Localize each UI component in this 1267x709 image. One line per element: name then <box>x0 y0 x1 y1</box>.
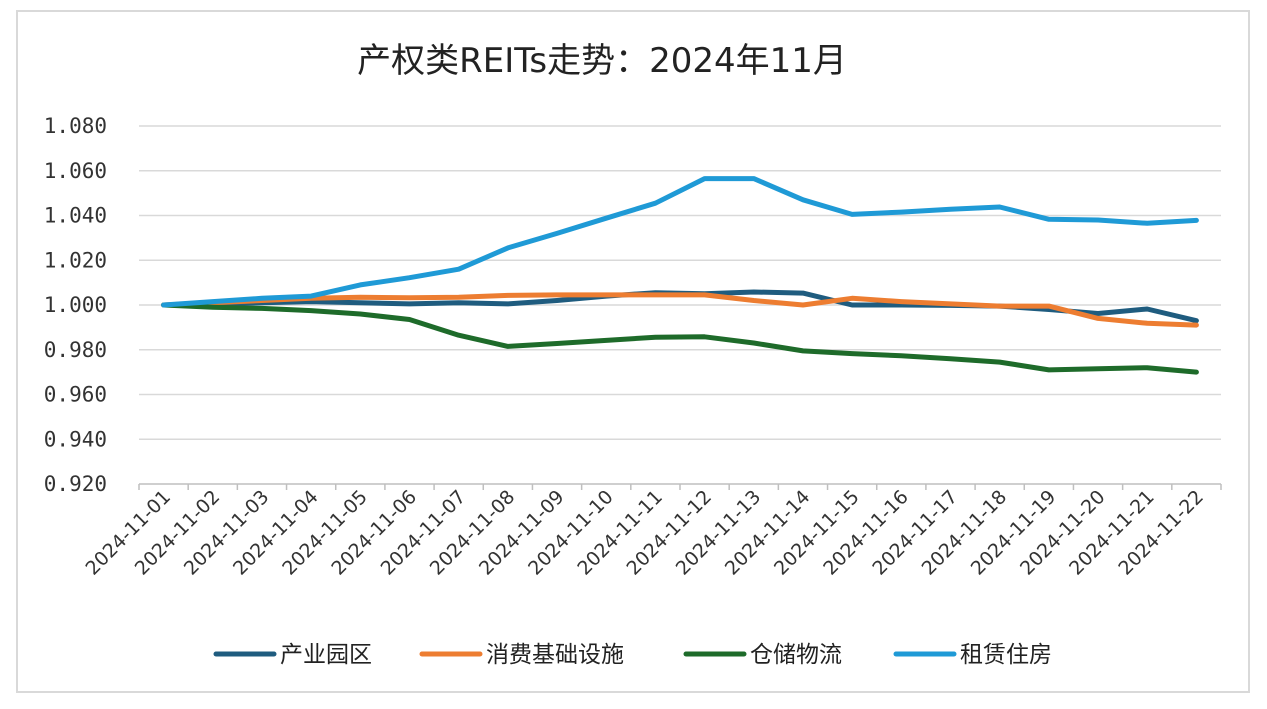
series-line <box>161 302 1199 375</box>
chart-title: 产权类REITs走势：2024年11月 <box>357 41 847 81</box>
y-tick-label: 0.920 <box>44 472 107 496</box>
legend-label: 消费基础设施 <box>486 642 624 668</box>
line-chart: 产权类REITs走势：2024年11月 1.080 1.060 1.040 1.020… <box>44 41 1222 668</box>
x-axis <box>138 483 1222 490</box>
legend-label: 租赁住房 <box>960 642 1052 668</box>
y-tick-label: 1.080 <box>44 114 107 138</box>
y-tick-label: 1.040 <box>44 204 107 228</box>
y-tick-label: 1.000 <box>44 293 107 317</box>
legend: 产业园区 消费基础设施 仓储物流 租赁住房 <box>213 642 1052 668</box>
y-tick-label: 1.060 <box>44 159 107 183</box>
y-tick-label: 0.980 <box>44 338 107 362</box>
legend-label: 仓储物流 <box>750 642 842 668</box>
y-tick-label: 0.940 <box>44 427 107 451</box>
y-tick-label: 0.960 <box>44 383 107 407</box>
x-axis-ticks: 2024-11-012024-11-022024-11-032024-11-04… <box>81 486 1207 580</box>
y-tick-label: 1.020 <box>44 248 107 272</box>
series-lines <box>161 176 1199 375</box>
series-line <box>161 176 1199 308</box>
series-line <box>161 292 1199 328</box>
y-axis-ticks: 1.080 1.060 1.040 1.020 1.000 0.980 0.960 0.940… <box>44 114 107 496</box>
legend-label: 产业园区 <box>280 642 372 668</box>
chart-frame: 产权类REITs走势：2024年11月 1.080 1.060 1.040 1.020… <box>16 10 1250 693</box>
grid-lines <box>139 125 1221 440</box>
